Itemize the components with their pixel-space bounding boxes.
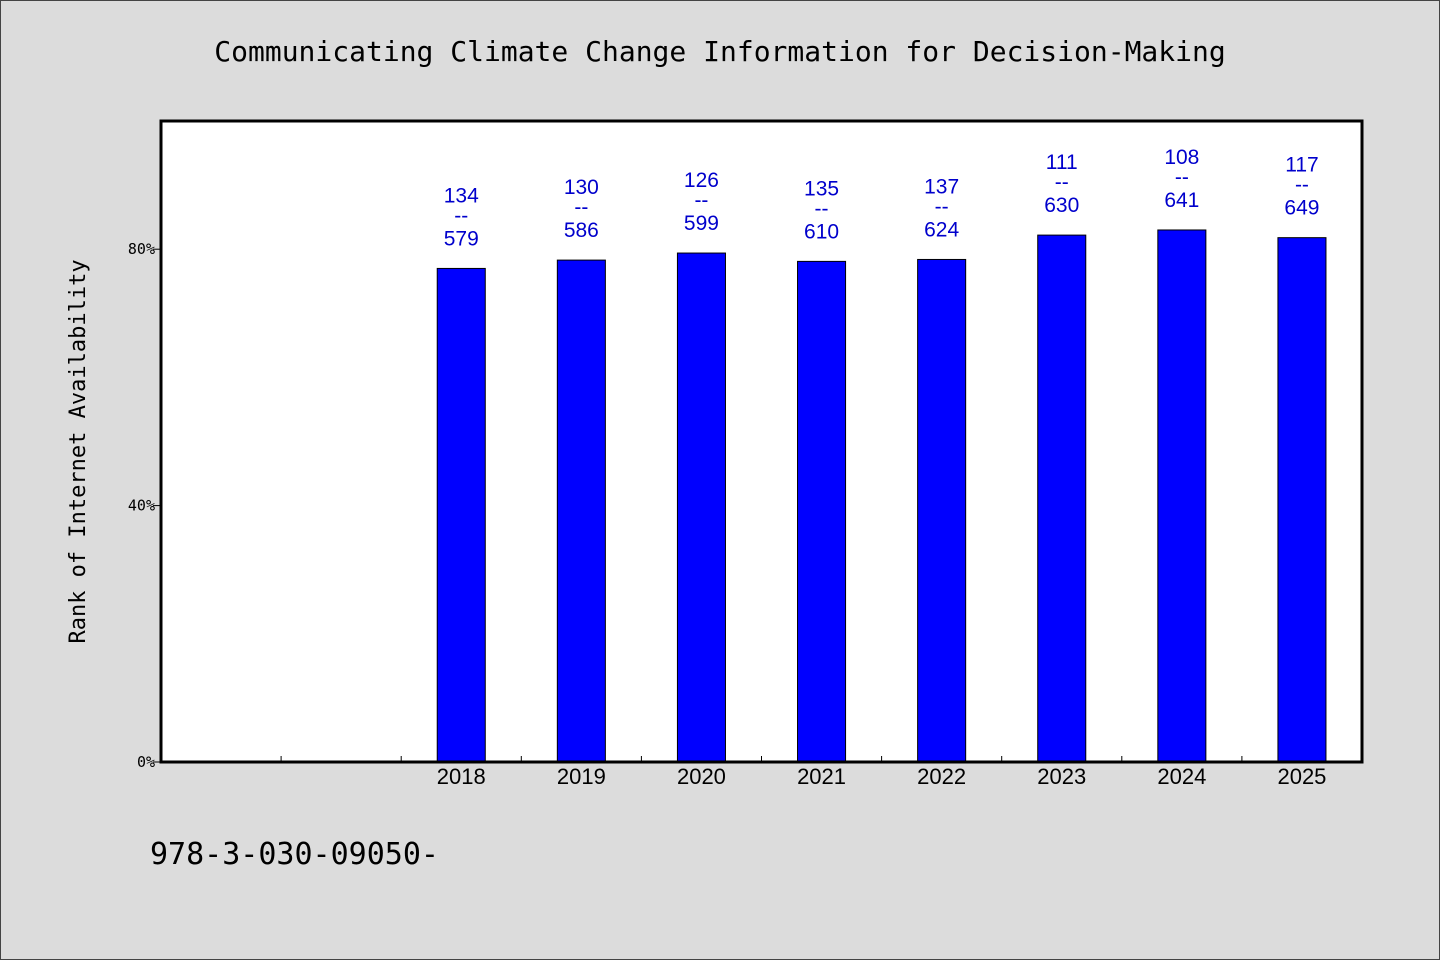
bar [797, 260, 847, 763]
data-label-separator: -- [815, 197, 829, 220]
data-label-top: 117 [1285, 154, 1318, 177]
x-tick-label: 2025 [1277, 764, 1326, 789]
bar [436, 267, 486, 763]
bar [1037, 234, 1087, 763]
data-label-top: 135 [804, 177, 839, 200]
data-label-separator: -- [454, 204, 468, 227]
data-label-bottom: 610 [804, 220, 839, 243]
data-label-bottom: 599 [684, 212, 719, 235]
bar [676, 252, 726, 763]
x-tick-label: 2023 [1037, 764, 1086, 789]
data-label-top: 134 [444, 184, 479, 207]
bar [1157, 229, 1207, 763]
bar [917, 258, 967, 763]
x-tick-label: 2020 [677, 764, 726, 789]
y-tick-label: 80% [128, 240, 155, 258]
bar [1277, 237, 1327, 763]
data-label-separator: -- [1175, 166, 1189, 189]
data-label-separator: -- [935, 195, 949, 218]
data-label-top: 130 [564, 176, 599, 199]
y-tick-label: 40% [128, 497, 155, 515]
data-label-separator: -- [574, 196, 588, 219]
data-label-separator: -- [1295, 174, 1309, 197]
chart-title: Communicating Climate Change Information… [214, 35, 1226, 68]
data-label-separator: -- [1055, 171, 1069, 194]
x-tick-label: 2018 [437, 764, 486, 789]
data-label-bottom: 579 [444, 227, 479, 250]
data-label-separator: -- [694, 189, 708, 212]
data-label-top: 108 [1164, 146, 1199, 169]
data-label-bottom: 630 [1044, 194, 1079, 217]
footnote-isbn: 978-3-030-09050- [150, 837, 439, 872]
data-label-top: 137 [924, 175, 959, 198]
y-tick-label: 0% [137, 753, 155, 771]
data-label-bottom: 641 [1164, 189, 1199, 212]
data-label-top: 126 [684, 169, 719, 192]
x-tick-label: 2024 [1157, 764, 1206, 789]
y-axis-label: Rank of Internet Availability [66, 259, 91, 643]
bar [556, 259, 606, 763]
x-tick-label: 2022 [917, 764, 966, 789]
x-tick-label: 2021 [797, 764, 846, 789]
plot-frame [159, 119, 1364, 764]
data-label-bottom: 586 [564, 219, 599, 242]
data-label-bottom: 624 [924, 218, 959, 241]
data-label-bottom: 649 [1284, 197, 1319, 220]
x-tick-label: 2019 [557, 764, 606, 789]
data-label-top: 111 [1046, 151, 1078, 174]
